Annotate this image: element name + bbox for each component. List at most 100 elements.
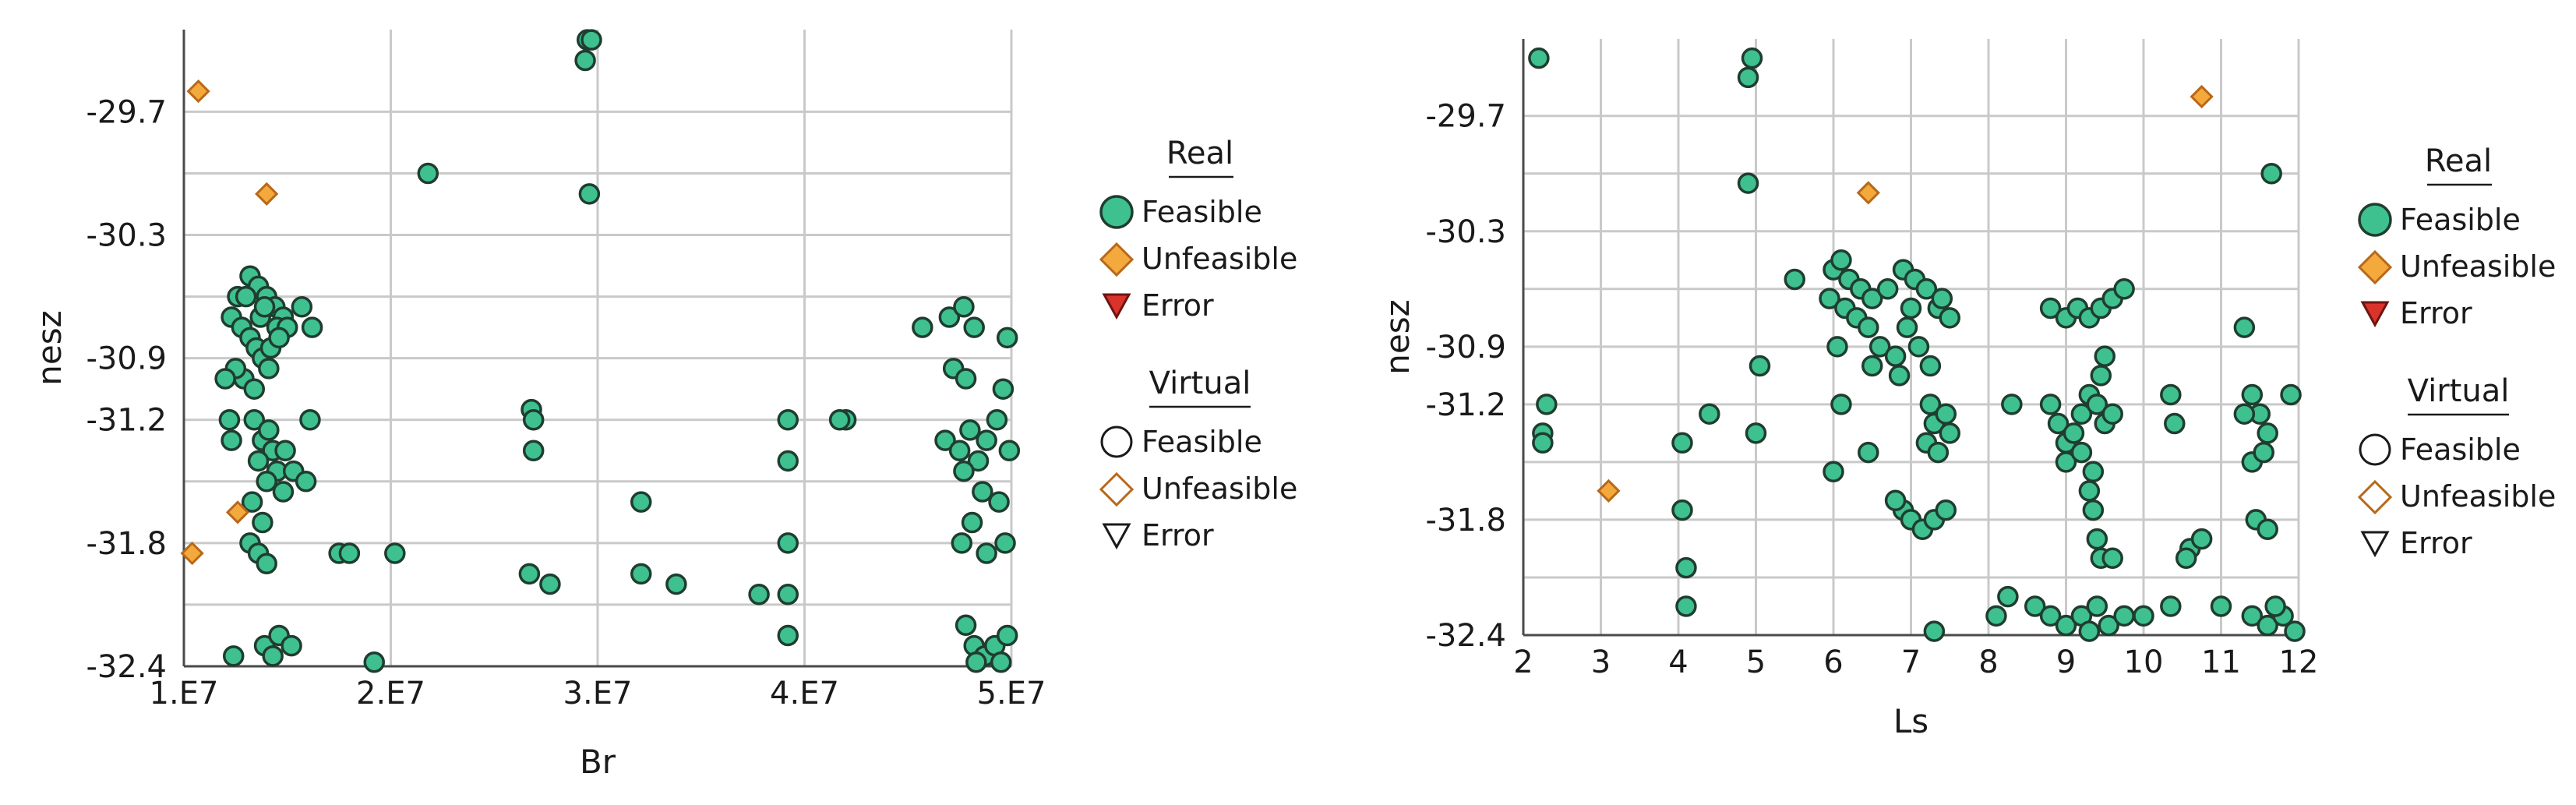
y-tick-label: -32.4 bbox=[86, 649, 168, 685]
feasible-point bbox=[1671, 432, 1693, 454]
feasible-point bbox=[2241, 605, 2264, 627]
feasible-point bbox=[777, 532, 799, 554]
feasible-point bbox=[665, 573, 687, 595]
feasible-point bbox=[1819, 288, 1840, 309]
legend-br: Real Feasible Unfeasible Error Virtual Feasib… bbox=[1099, 136, 1297, 553]
feasible-point bbox=[241, 491, 263, 513]
feasible-point bbox=[2039, 394, 2062, 415]
feasible-point bbox=[1900, 297, 1922, 320]
feasible-point bbox=[274, 440, 296, 462]
feasible-point bbox=[2264, 595, 2286, 617]
y-tick-label: -29.7 bbox=[86, 94, 168, 130]
legend-virtual-unfeasible-label: Unfeasible bbox=[1142, 471, 1297, 506]
feasible-point bbox=[2260, 162, 2282, 185]
feasible-point bbox=[1919, 355, 1942, 377]
feasible-point bbox=[2055, 614, 2077, 637]
feasible-point bbox=[1884, 345, 1907, 367]
feasible-point bbox=[272, 481, 295, 503]
feasible-point bbox=[235, 285, 257, 308]
feasible-point bbox=[2233, 316, 2256, 338]
feasible-point bbox=[518, 563, 541, 585]
feasible-point bbox=[578, 183, 601, 205]
y-tick-label: -32.4 bbox=[1426, 618, 1507, 654]
feasible-point bbox=[2098, 614, 2119, 637]
feasible-point bbox=[1939, 422, 1960, 444]
legend-virtual-error-marker bbox=[2360, 531, 2390, 558]
feasible-point bbox=[912, 316, 933, 338]
y-tick-label: -30.9 bbox=[1426, 330, 1507, 365]
legend-error-marker bbox=[1102, 293, 1131, 320]
feasible-point bbox=[2039, 297, 2062, 320]
feasible-point bbox=[1876, 278, 1899, 300]
feasible-point bbox=[1830, 249, 1852, 271]
feasible-point bbox=[1915, 278, 1938, 300]
feasible-point bbox=[2257, 518, 2278, 541]
legend-error-label: Error bbox=[2400, 296, 2472, 330]
feasible-point bbox=[1671, 499, 1693, 521]
legend-error-label: Error bbox=[1142, 288, 1214, 323]
feasible-point bbox=[1923, 620, 1946, 642]
feasible-point bbox=[1741, 47, 1763, 69]
feasible-point bbox=[777, 624, 799, 647]
x-tick-label: 12 bbox=[2279, 644, 2319, 680]
feasible-point bbox=[2160, 383, 2182, 406]
legend-real-heading: Real bbox=[2425, 143, 2492, 179]
feasible-point bbox=[967, 450, 990, 472]
feasible-point bbox=[988, 491, 1010, 513]
x-tick-label: 3.E7 bbox=[563, 676, 633, 711]
x-tick-label: 2 bbox=[1513, 644, 1533, 680]
feasible-point bbox=[262, 645, 284, 667]
feasible-point bbox=[2210, 595, 2232, 617]
feasible-point bbox=[1745, 422, 1767, 444]
feasible-point bbox=[2257, 422, 2278, 444]
feasible-point bbox=[1939, 307, 1960, 329]
legend-feasible-marker bbox=[2358, 203, 2392, 237]
feasible-point bbox=[291, 296, 313, 318]
feasible-point bbox=[994, 532, 1016, 554]
feasible-point bbox=[976, 429, 997, 451]
feasible-point bbox=[1826, 336, 1848, 358]
feasible-point bbox=[2047, 412, 2070, 435]
feasible-point bbox=[1532, 432, 1554, 454]
feasible-point bbox=[256, 553, 277, 574]
feasible-point bbox=[1737, 172, 1759, 194]
x-tick-label: 9 bbox=[2056, 644, 2076, 680]
feasible-point bbox=[1935, 403, 1957, 425]
feasible-point bbox=[1868, 336, 1891, 358]
x-tick-label: 3 bbox=[1591, 644, 1611, 680]
legend-feasible-label: Feasible bbox=[1142, 195, 1262, 229]
feasible-point bbox=[2257, 614, 2278, 637]
feasible-point bbox=[2082, 499, 2105, 521]
legend-virtual-heading: Virtual bbox=[2408, 373, 2510, 409]
feasible-point bbox=[748, 584, 770, 606]
feasible-point bbox=[1896, 316, 1918, 338]
legend-virtual-feasible-marker bbox=[2359, 433, 2391, 466]
feasible-point bbox=[1931, 288, 1953, 309]
y-tick-label: -31.2 bbox=[86, 403, 168, 439]
feasible-point bbox=[1830, 394, 1852, 415]
feasible-point bbox=[243, 408, 266, 431]
feasible-point bbox=[2241, 383, 2264, 406]
feasible-point bbox=[268, 327, 290, 349]
feasible-point bbox=[990, 651, 1012, 673]
legend-virtual-feasible-label: Feasible bbox=[1142, 425, 1262, 459]
feasible-point bbox=[1861, 288, 1883, 309]
legend-feasible-label: Feasible bbox=[2400, 203, 2521, 237]
feasible-point bbox=[2078, 480, 2101, 502]
legend-virtual-feasible-label: Feasible bbox=[2400, 433, 2521, 467]
feasible-point bbox=[2001, 394, 2023, 415]
scatter-chart-ls: 2 3 4 5 6 7 8 9 10 11 12 -29.7 -30.3 -30.9 -31.2 -31.8 -… bbox=[1378, 39, 2318, 740]
feasible-point bbox=[2284, 620, 2306, 642]
feasible-point bbox=[955, 614, 977, 637]
feasible-point bbox=[1927, 441, 1950, 464]
feasible-point bbox=[258, 358, 280, 380]
feasible-point bbox=[2233, 403, 2256, 425]
legend-unfeasible-marker bbox=[2357, 249, 2393, 285]
feasible-point bbox=[976, 542, 997, 564]
unfeasible-point bbox=[225, 500, 250, 524]
legend-error-marker bbox=[2360, 301, 2390, 328]
y-tick-label: -30.3 bbox=[1426, 214, 1507, 250]
x-tick-label: 1.E7 bbox=[150, 676, 219, 711]
feasible-point bbox=[951, 532, 973, 554]
